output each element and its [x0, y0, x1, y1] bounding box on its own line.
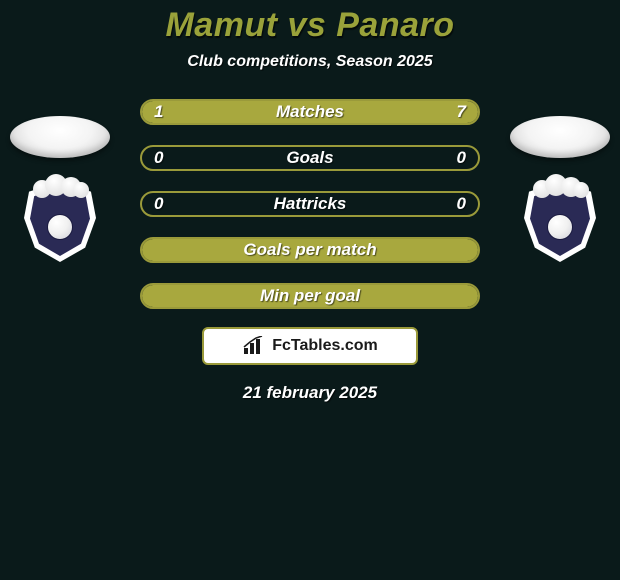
page-title: Mamut vs Panaro — [165, 6, 454, 45]
date-text: 21 february 2025 — [243, 383, 377, 403]
player-left-avatar-placeholder — [10, 116, 110, 158]
plume-icon — [33, 174, 87, 200]
player-right-column — [510, 116, 610, 266]
stat-rows: 17Matches 00Goals 00Hattricks Goals per mat… — [140, 99, 480, 309]
stat-label: Min per goal — [142, 285, 478, 307]
source-logo: FcTables.com — [202, 327, 418, 365]
stat-row: 00Hattricks — [140, 191, 480, 217]
page-subtitle: Club competitions, Season 2025 — [187, 53, 432, 71]
bar-chart-icon — [242, 336, 268, 356]
club-left-crest — [10, 178, 110, 266]
stat-label: Matches — [142, 101, 478, 123]
stat-label: Goals per match — [142, 239, 478, 261]
stat-row: Goals per match — [140, 237, 480, 263]
stat-label: Hattricks — [142, 193, 478, 215]
player-right-avatar-placeholder — [510, 116, 610, 158]
plume-icon — [533, 174, 587, 200]
stat-row: 17Matches — [140, 99, 480, 125]
player-left-column — [10, 116, 110, 266]
stat-row: 00Goals — [140, 145, 480, 171]
club-right-crest — [510, 178, 610, 266]
stat-label: Goals — [142, 147, 478, 169]
stat-row: Min per goal — [140, 283, 480, 309]
source-logo-text: FcTables.com — [272, 337, 378, 355]
comparison-card: Mamut vs Panaro Club competitions, Seaso… — [0, 0, 620, 580]
